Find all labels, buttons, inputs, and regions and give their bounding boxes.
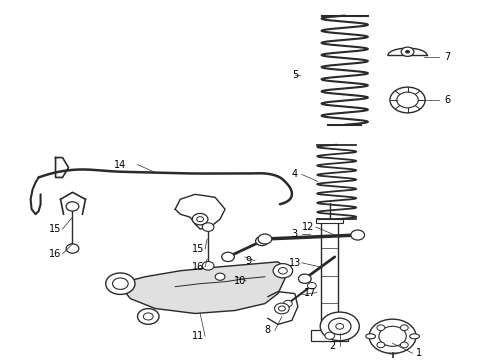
- Circle shape: [278, 267, 287, 274]
- Text: 2: 2: [330, 341, 336, 351]
- Circle shape: [325, 332, 335, 339]
- Circle shape: [307, 283, 316, 289]
- Circle shape: [328, 318, 351, 334]
- Text: 15: 15: [192, 244, 204, 254]
- Circle shape: [397, 92, 418, 108]
- Circle shape: [221, 252, 234, 261]
- Text: 1: 1: [416, 348, 422, 358]
- Text: 3: 3: [292, 229, 298, 239]
- Circle shape: [106, 273, 135, 294]
- Text: 13: 13: [289, 258, 301, 268]
- Circle shape: [320, 312, 359, 341]
- Circle shape: [192, 213, 208, 225]
- Circle shape: [196, 217, 203, 222]
- Circle shape: [274, 303, 289, 314]
- Circle shape: [66, 244, 79, 253]
- Circle shape: [144, 313, 153, 320]
- Circle shape: [278, 306, 285, 311]
- Ellipse shape: [410, 334, 419, 339]
- Circle shape: [138, 309, 159, 324]
- Circle shape: [336, 324, 343, 329]
- Circle shape: [258, 234, 272, 244]
- Polygon shape: [119, 262, 285, 314]
- Text: 11: 11: [192, 331, 204, 341]
- Circle shape: [298, 274, 311, 283]
- Text: 7: 7: [444, 52, 450, 62]
- Circle shape: [215, 273, 225, 280]
- Circle shape: [369, 319, 416, 354]
- Circle shape: [377, 342, 385, 348]
- Circle shape: [400, 325, 408, 330]
- Text: 4: 4: [292, 170, 298, 180]
- Text: 8: 8: [265, 325, 271, 336]
- Text: 16: 16: [49, 249, 62, 259]
- Text: 10: 10: [234, 276, 246, 286]
- Circle shape: [405, 50, 410, 54]
- Ellipse shape: [366, 334, 375, 339]
- Circle shape: [202, 223, 214, 231]
- Circle shape: [390, 87, 425, 113]
- Circle shape: [66, 202, 79, 211]
- Circle shape: [401, 47, 414, 57]
- Text: 15: 15: [49, 224, 62, 234]
- Text: 6: 6: [444, 95, 450, 105]
- Text: 12: 12: [302, 222, 314, 232]
- Circle shape: [400, 342, 408, 348]
- Circle shape: [273, 264, 293, 278]
- Circle shape: [202, 261, 214, 270]
- Text: 9: 9: [245, 256, 251, 266]
- Circle shape: [256, 237, 269, 246]
- Circle shape: [113, 278, 128, 289]
- Text: 14: 14: [114, 159, 126, 170]
- Bar: [312, 330, 348, 341]
- Text: 5: 5: [292, 70, 298, 80]
- Bar: [317, 219, 343, 223]
- Bar: [321, 221, 338, 330]
- Text: 16: 16: [192, 262, 204, 272]
- Circle shape: [377, 325, 385, 330]
- Circle shape: [351, 230, 365, 240]
- Circle shape: [379, 326, 406, 346]
- Circle shape: [284, 300, 292, 307]
- Text: 17: 17: [304, 288, 316, 298]
